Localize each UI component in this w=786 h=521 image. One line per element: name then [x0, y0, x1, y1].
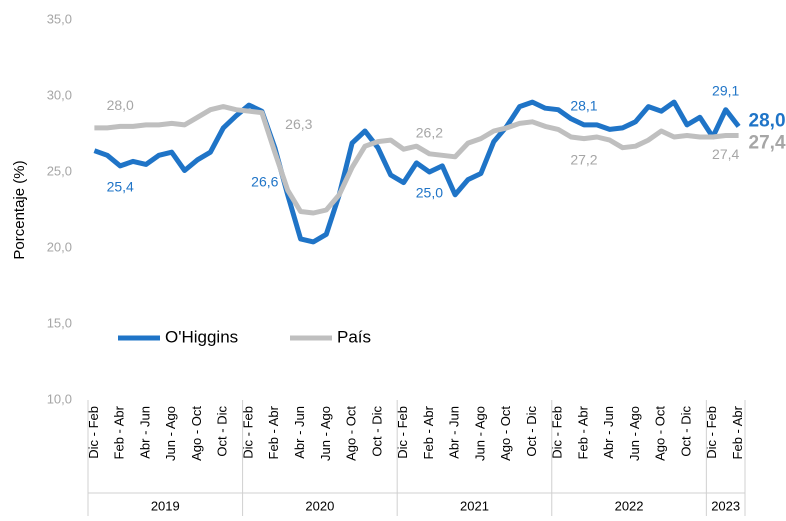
- x-tick-label: Oct - Dic: [369, 406, 384, 457]
- x-tick-label: Dic - Feb: [86, 406, 101, 459]
- data-label: 26,6: [251, 173, 278, 189]
- x-tick-label: Feb - Abr: [730, 405, 745, 459]
- x-tick-label: Feb - Abr: [575, 405, 590, 459]
- x-tick-label: Ago - Oct: [189, 406, 204, 461]
- data-label: 27,2: [570, 151, 597, 167]
- y-tick-label: 25,0: [47, 163, 72, 178]
- x-tick-label: Oct - Dic: [524, 406, 539, 457]
- x-tick-label: Abr - Jun: [447, 406, 462, 459]
- data-label: 25,4: [107, 179, 134, 195]
- series-line: [94, 104, 739, 216]
- x-tick-label: Ago - Oct: [653, 406, 668, 461]
- legend-label: País: [337, 327, 371, 346]
- x-tick-label: Abr - Jun: [601, 406, 616, 459]
- x-tick-label: Oct - Dic: [678, 406, 693, 457]
- y-axis-label: Porcentaje (%): [11, 160, 28, 259]
- x-tick-label: Abr - Jun: [292, 406, 307, 459]
- x-tick-label: Oct - Dic: [215, 406, 230, 457]
- end-value-label: 28,0: [749, 110, 786, 131]
- x-tick-label: Feb - Abr: [266, 405, 281, 459]
- data-label: 28,0: [107, 97, 134, 113]
- y-tick-label: 35,0: [47, 11, 72, 26]
- x-tick-label: Jun - Ago: [318, 406, 333, 461]
- data-label: 25,0: [416, 185, 443, 201]
- y-tick-label: 30,0: [47, 87, 72, 102]
- data-label: 27,4: [712, 146, 739, 162]
- year-label: 2022: [615, 498, 644, 513]
- x-tick-label: Dic - Feb: [395, 406, 410, 459]
- x-tick-label: Jun - Ago: [163, 406, 178, 461]
- x-tick-label: Jun - Ago: [472, 406, 487, 461]
- data-label: 28,1: [570, 98, 597, 114]
- year-label: 2020: [305, 498, 334, 513]
- end-value-label: 27,4: [749, 133, 786, 154]
- y-tick-label: 10,0: [47, 391, 72, 406]
- x-tick-label: Jun - Ago: [627, 406, 642, 461]
- series-line: [93, 99, 741, 245]
- legend-label: O'Higgins: [165, 327, 238, 346]
- x-tick-label: Ago - Oct: [498, 406, 513, 461]
- data-label: 29,1: [712, 82, 739, 98]
- year-label: 2021: [460, 498, 489, 513]
- y-tick-label: 15,0: [47, 315, 72, 330]
- year-label: 2019: [151, 498, 180, 513]
- data-label: 26,3: [285, 116, 312, 132]
- data-label: 26,2: [416, 124, 443, 140]
- year-label: 2023: [711, 498, 740, 513]
- x-tick-label: Feb - Abr: [421, 405, 436, 459]
- x-tick-label: Feb - Abr: [112, 405, 127, 459]
- x-tick-label: Dic - Feb: [240, 406, 255, 459]
- x-tick-label: Dic - Feb: [550, 406, 565, 459]
- x-tick-label: Abr - Jun: [137, 406, 152, 459]
- x-tick-label: Ago - Oct: [344, 406, 359, 461]
- x-tick-label: Dic - Feb: [704, 406, 719, 459]
- y-tick-label: 20,0: [47, 239, 72, 254]
